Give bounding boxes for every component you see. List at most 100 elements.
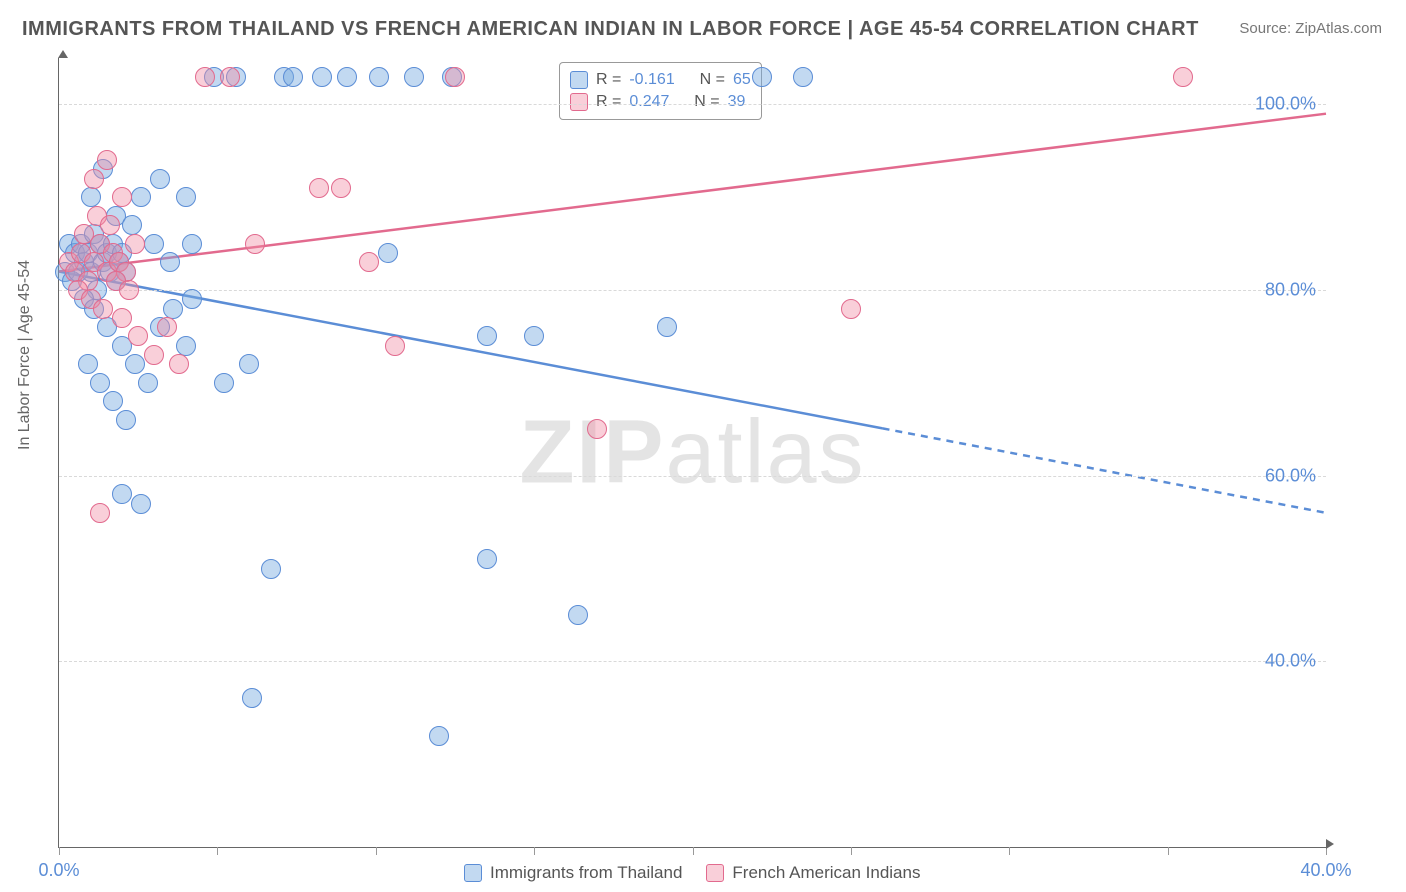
x-tick [534, 847, 535, 855]
data-point-french [841, 299, 861, 319]
data-point-french [587, 419, 607, 439]
source-link[interactable]: ZipAtlas.com [1295, 20, 1382, 37]
data-point-french [445, 67, 465, 87]
x-tick [1009, 847, 1010, 855]
data-point-thailand [122, 215, 142, 235]
x-tick [693, 847, 694, 855]
legend-row-thailand: R = -0.161 N = 65 [570, 69, 751, 91]
data-point-thailand [78, 354, 98, 374]
legend-r-value-thailand: -0.161 [629, 69, 674, 91]
data-point-french [245, 234, 265, 254]
legend-label-thailand: Immigrants from Thailand [490, 863, 682, 883]
scatter-plot: ZIPatlas R = -0.161 N = 65 R = 0.247 N =… [58, 58, 1326, 848]
legend-n-value-french: 39 [728, 91, 746, 113]
data-point-french [90, 503, 110, 523]
x-tick-label: 40.0% [1300, 860, 1351, 881]
correlation-legend: R = -0.161 N = 65 R = 0.247 N = 39 [559, 62, 762, 120]
legend-r-value-french: 0.247 [629, 91, 669, 113]
gridline [59, 290, 1326, 291]
legend-swatch-french [570, 93, 588, 111]
data-point-thailand [160, 252, 180, 272]
data-point-french [169, 354, 189, 374]
data-point-thailand [103, 391, 123, 411]
watermark-light: atlas [665, 402, 865, 502]
data-point-french [112, 308, 132, 328]
data-point-thailand [176, 187, 196, 207]
data-point-french [309, 178, 329, 198]
legend-item-french: French American Indians [706, 863, 920, 883]
data-point-thailand [182, 234, 202, 254]
data-point-thailand [150, 169, 170, 189]
data-point-thailand [793, 67, 813, 87]
data-point-thailand [429, 726, 449, 746]
data-point-thailand [242, 688, 262, 708]
data-point-thailand [312, 67, 332, 87]
x-tick [851, 847, 852, 855]
data-point-thailand [378, 243, 398, 263]
data-point-thailand [261, 559, 281, 579]
data-point-thailand [404, 67, 424, 87]
data-point-french [97, 150, 117, 170]
data-point-thailand [214, 373, 234, 393]
data-point-thailand [176, 336, 196, 356]
gridline [59, 104, 1326, 105]
data-point-french [144, 345, 164, 365]
data-point-thailand [90, 373, 110, 393]
data-point-thailand [524, 326, 544, 346]
data-point-thailand [144, 234, 164, 254]
data-point-thailand [125, 354, 145, 374]
data-point-thailand [116, 410, 136, 430]
chart-title: IMMIGRANTS FROM THAILAND VS FRENCH AMERI… [22, 18, 1199, 41]
x-tick [217, 847, 218, 855]
data-point-thailand [138, 373, 158, 393]
data-point-french [125, 234, 145, 254]
data-point-thailand [337, 67, 357, 87]
data-point-thailand [752, 67, 772, 87]
data-point-french [359, 252, 379, 272]
x-tick [59, 847, 60, 855]
data-point-french [128, 326, 148, 346]
data-point-thailand [283, 67, 303, 87]
regression-lines [59, 58, 1326, 847]
data-point-thailand [131, 187, 151, 207]
x-tick-label: 0.0% [38, 860, 79, 881]
regression-line-thailand-dashed [883, 428, 1326, 512]
data-point-french [331, 178, 351, 198]
data-point-thailand [81, 187, 101, 207]
data-point-thailand [369, 67, 389, 87]
y-tick-label: 40.0% [1265, 651, 1316, 672]
legend-swatch-thailand-icon [464, 864, 482, 882]
data-point-thailand [477, 326, 497, 346]
data-point-thailand [182, 289, 202, 309]
series-legend: Immigrants from Thailand French American… [464, 863, 920, 883]
gridline [59, 661, 1326, 662]
data-point-french [74, 224, 94, 244]
data-point-french [119, 280, 139, 300]
data-point-thailand [163, 299, 183, 319]
data-point-french [385, 336, 405, 356]
data-point-french [112, 187, 132, 207]
data-point-french [1173, 67, 1193, 87]
y-tick-label: 60.0% [1265, 465, 1316, 486]
data-point-french [195, 67, 215, 87]
source-prefix: Source: [1239, 20, 1295, 37]
legend-row-french: R = 0.247 N = 39 [570, 91, 751, 113]
y-tick-label: 80.0% [1265, 280, 1316, 301]
legend-swatch-thailand [570, 71, 588, 89]
legend-item-thailand: Immigrants from Thailand [464, 863, 682, 883]
x-tick [1168, 847, 1169, 855]
y-tick-label: 100.0% [1255, 94, 1316, 115]
legend-r-label: R = [596, 69, 621, 91]
data-point-thailand [131, 494, 151, 514]
data-point-thailand [239, 354, 259, 374]
x-tick [376, 847, 377, 855]
data-point-thailand [477, 549, 497, 569]
y-axis-label: In Labor Force | Age 45-54 [16, 260, 34, 450]
legend-label-french: French American Indians [732, 863, 920, 883]
data-point-french [84, 169, 104, 189]
legend-n-label: N = [694, 91, 719, 113]
legend-n-value-thailand: 65 [733, 69, 751, 91]
watermark-bold: ZIP [519, 402, 665, 502]
watermark: ZIPatlas [519, 401, 865, 504]
legend-swatch-french-icon [706, 864, 724, 882]
